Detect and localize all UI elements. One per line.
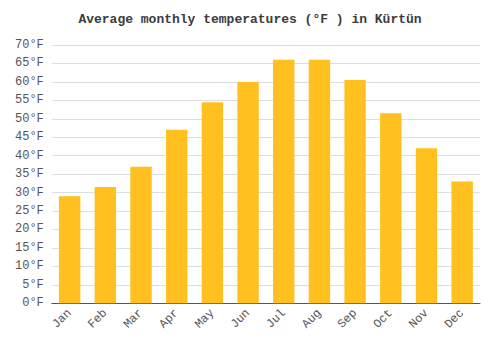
svg-text:Apr: Apr: [156, 306, 181, 331]
svg-text:40°F: 40°F: [15, 149, 44, 163]
svg-text:30°F: 30°F: [15, 186, 44, 200]
svg-text:70°F: 70°F: [15, 38, 44, 52]
svg-text:15°F: 15°F: [15, 241, 44, 255]
svg-text:10°F: 10°F: [15, 259, 44, 273]
svg-text:55°F: 55°F: [15, 93, 44, 107]
svg-text:25°F: 25°F: [15, 204, 44, 218]
svg-text:0°F: 0°F: [22, 296, 44, 310]
svg-text:Jan: Jan: [49, 306, 74, 331]
svg-text:60°F: 60°F: [15, 75, 44, 89]
svg-text:50°F: 50°F: [15, 112, 44, 126]
svg-text:45°F: 45°F: [15, 130, 44, 144]
svg-text:Nov: Nov: [406, 306, 431, 331]
svg-text:Aug: Aug: [299, 306, 324, 331]
svg-text:5°F: 5°F: [22, 278, 44, 292]
svg-text:Mar: Mar: [121, 306, 146, 331]
svg-text:35°F: 35°F: [15, 167, 44, 181]
svg-text:Jun: Jun: [228, 306, 253, 331]
svg-text:Feb: Feb: [85, 306, 110, 331]
svg-text:Dec: Dec: [442, 306, 467, 331]
svg-text:65°F: 65°F: [15, 56, 44, 70]
svg-text:20°F: 20°F: [15, 222, 44, 236]
svg-text:Sep: Sep: [335, 306, 360, 331]
svg-text:May: May: [192, 306, 217, 331]
svg-text:Jul: Jul: [264, 306, 289, 331]
svg-text:Oct: Oct: [371, 306, 396, 331]
svg-text:Average monthly temperatures (: Average monthly temperatures (°F ) in Kü…: [78, 12, 421, 27]
